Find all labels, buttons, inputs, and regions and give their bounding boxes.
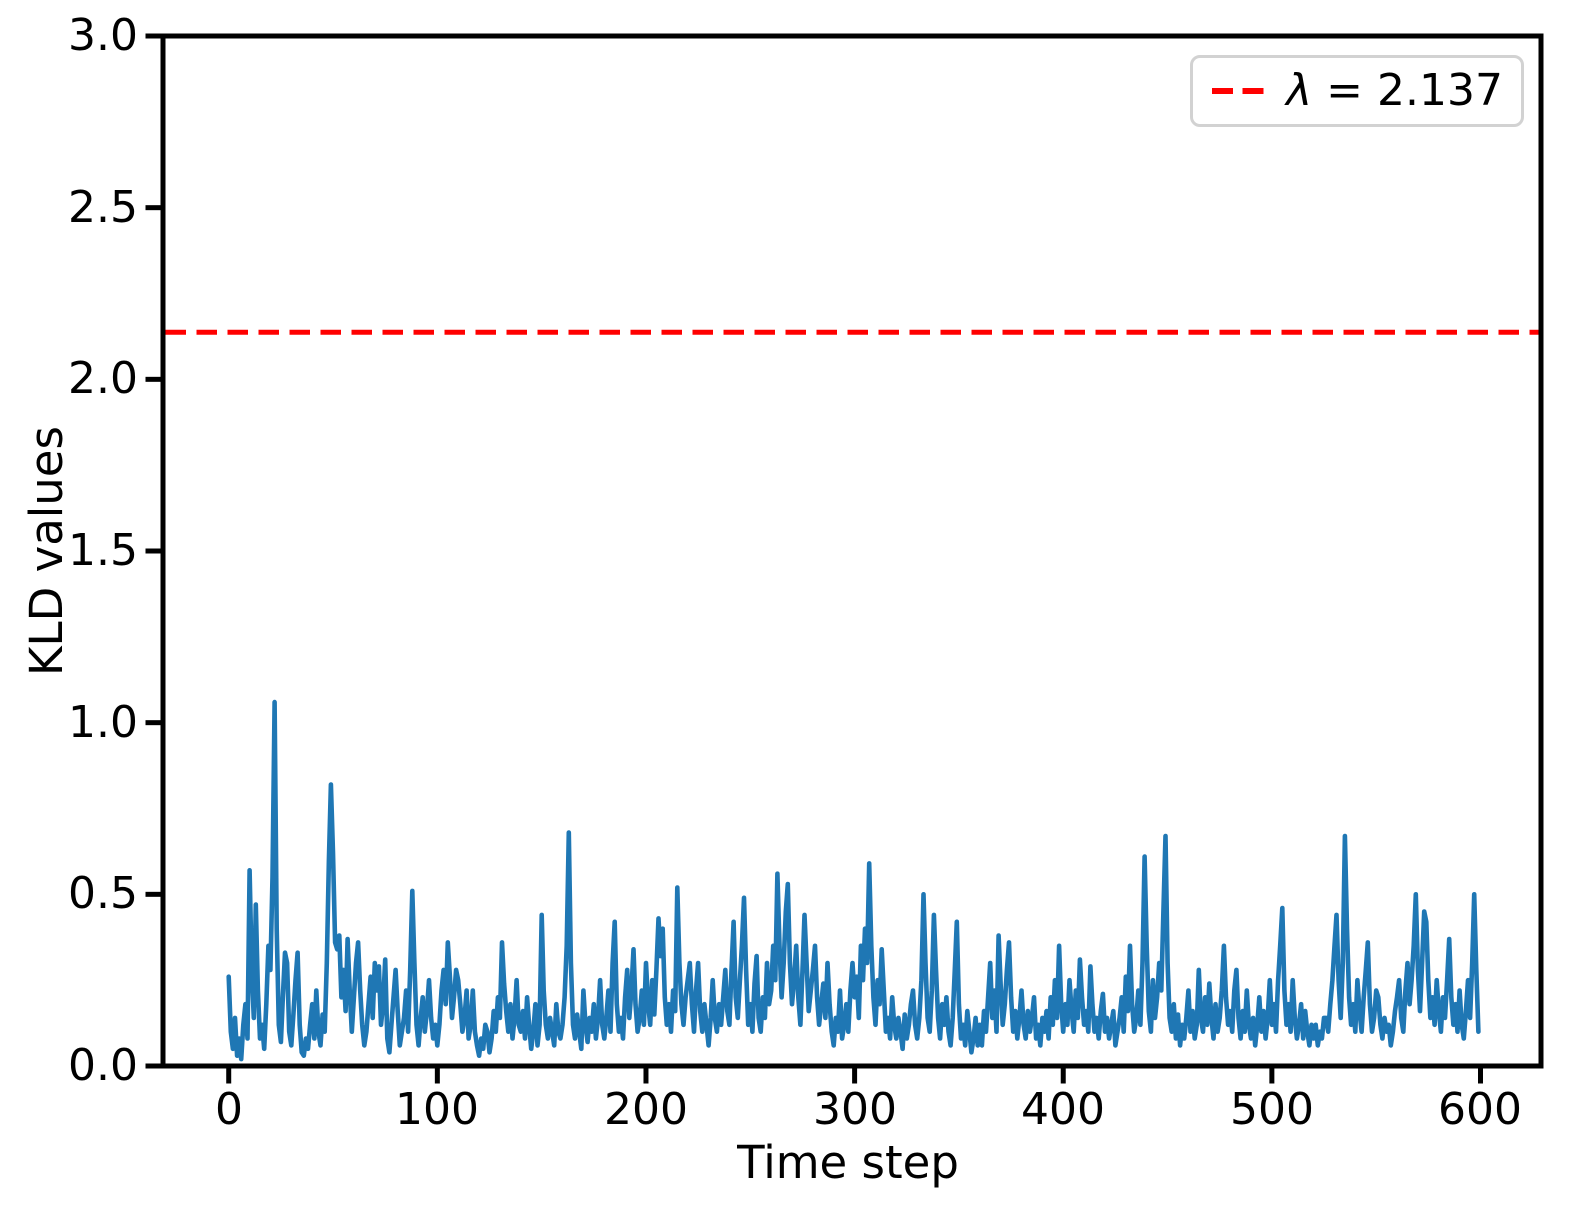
y-tick-label: 2.5 (68, 182, 138, 233)
kld-series-line (226, 699, 1481, 1062)
x-tick-label: 600 (1438, 1084, 1522, 1135)
x-tick-label: 100 (395, 1084, 479, 1135)
y-axis-label: KLD values (20, 426, 73, 676)
y-tick-label: 0.0 (68, 1040, 138, 1091)
x-tick-label: 300 (813, 1084, 897, 1135)
legend-dash-icon (1212, 88, 1267, 94)
x-tick-label: 500 (1230, 1084, 1314, 1135)
y-tick-label: 2.0 (68, 353, 138, 404)
legend-box: λ = 2.137 (1190, 55, 1524, 127)
x-tick-label: 0 (215, 1084, 243, 1135)
plot-border (160, 33, 1544, 1069)
y-tick-label: 1.0 (68, 697, 138, 748)
legend-label: λ = 2.137 (1286, 65, 1503, 116)
x-tick-label: 200 (604, 1084, 688, 1135)
axis-ticks (145, 33, 1483, 1084)
x-tick-label: 400 (1021, 1084, 1105, 1135)
y-tick-label: 1.5 (68, 525, 138, 576)
y-tick-label: 0.5 (68, 868, 138, 919)
x-axis-label: Time step (737, 1136, 959, 1189)
y-tick-label: 3.0 (68, 10, 138, 61)
